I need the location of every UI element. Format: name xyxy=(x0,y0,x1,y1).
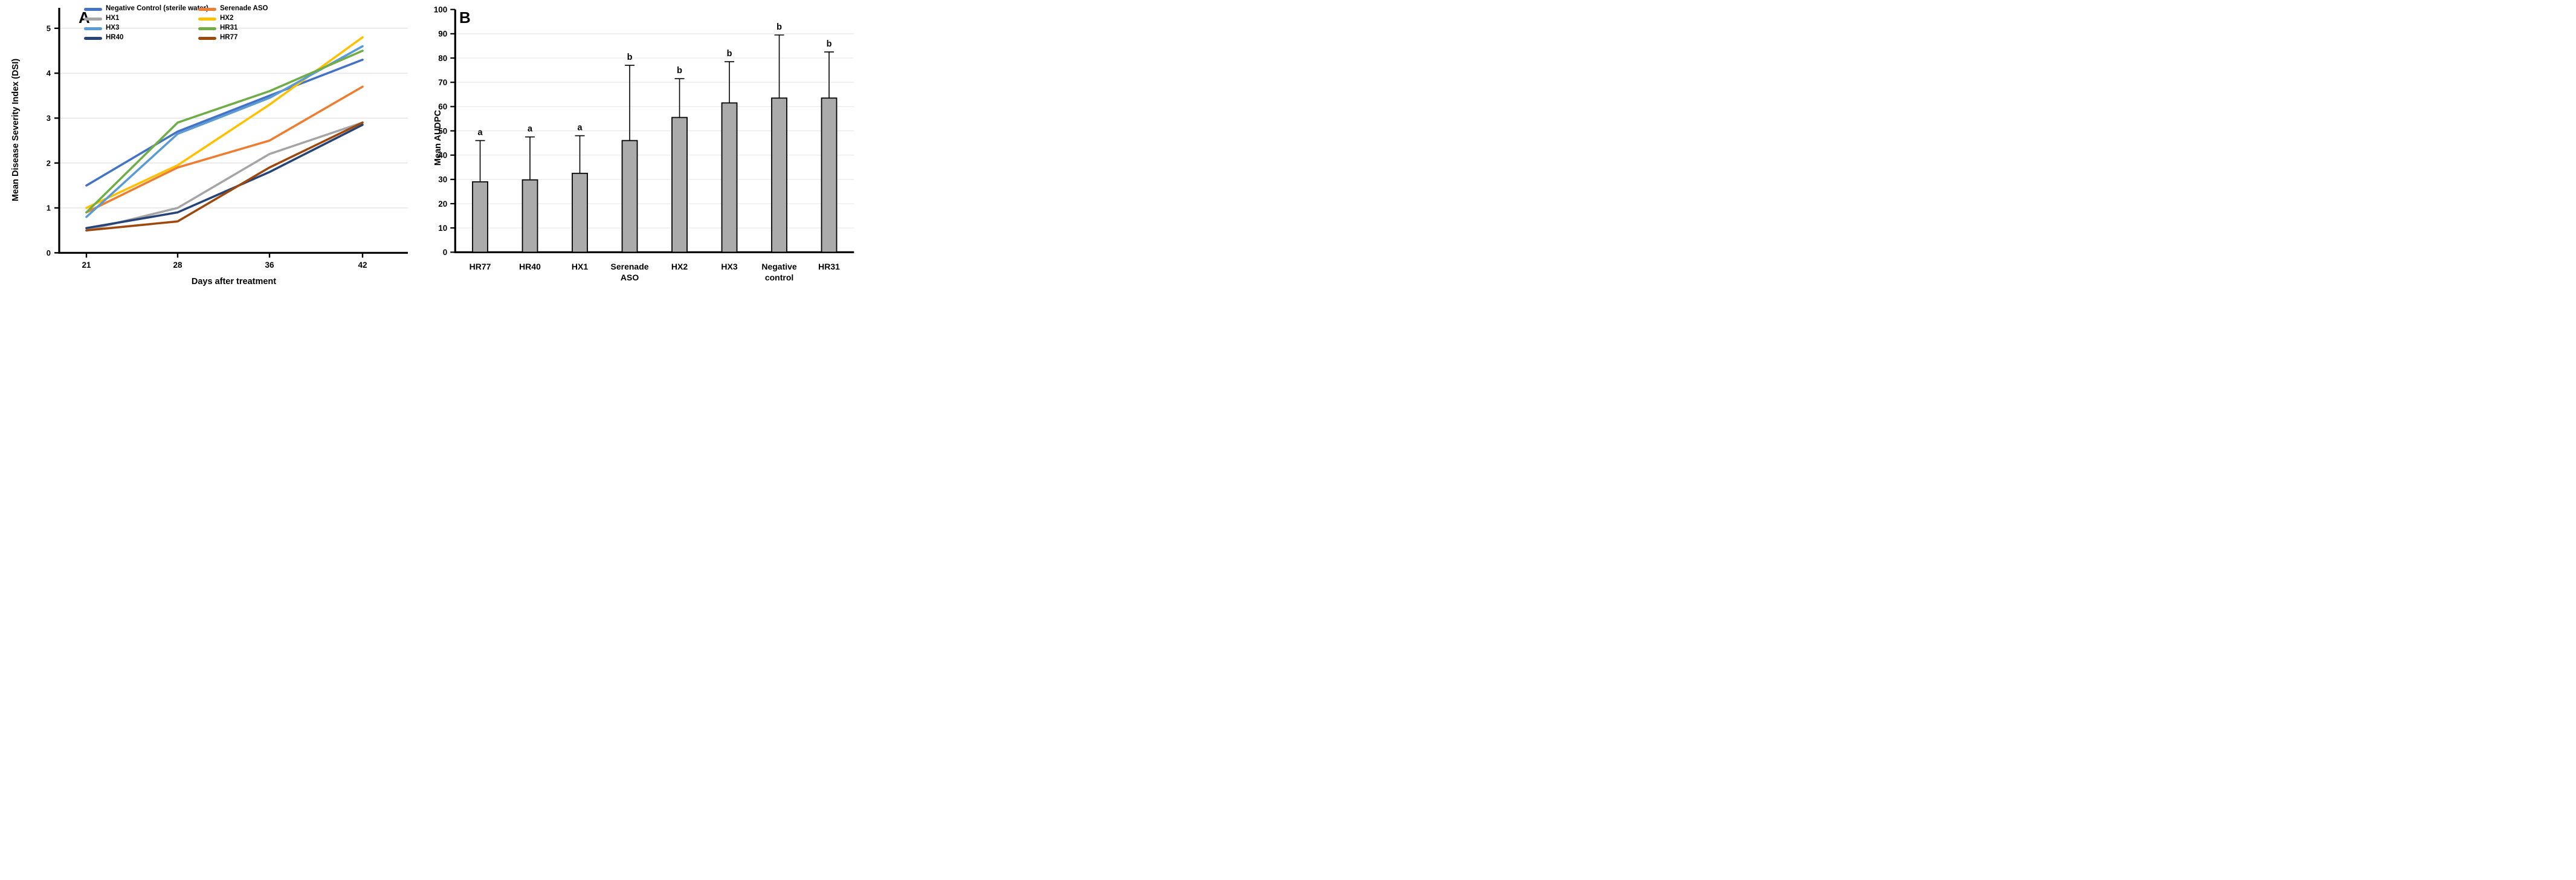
series-line-serenade-aso xyxy=(85,85,364,214)
svg-text:a: a xyxy=(578,123,583,133)
series-line-hr77 xyxy=(85,121,364,232)
panel-a-x-axis-title: Days after treatment xyxy=(191,277,277,286)
panel-b-bar-chart: 0 10 20 30 40 50 60 70 80 90 100 a a a b b b b b HR77 HR40 HX… xyxy=(423,0,859,293)
svg-text:0: 0 xyxy=(443,248,448,257)
panel-b-gridlines xyxy=(455,33,854,228)
bar-hx2 xyxy=(671,117,688,253)
svg-text:50: 50 xyxy=(438,126,447,135)
panel-a-gridlines xyxy=(59,28,408,209)
legend-label: HX3 xyxy=(106,24,120,32)
svg-text:HX3: HX3 xyxy=(721,262,737,271)
svg-text:HX1: HX1 xyxy=(572,262,588,271)
legend-item: HX2 xyxy=(198,15,268,23)
svg-text:a: a xyxy=(478,128,483,138)
series-line-negative-control-sterile-water xyxy=(85,59,364,187)
svg-text:HR31: HR31 xyxy=(818,262,840,271)
legend-label: HX1 xyxy=(106,15,120,22)
svg-text:b: b xyxy=(776,22,782,32)
legend-label: HR77 xyxy=(220,34,238,42)
legend-swatch xyxy=(198,36,216,40)
panel-a-y-axis-title: Mean Disease Severity Index (DSI) xyxy=(11,58,21,202)
legend-label: Serenade ASO xyxy=(220,5,268,13)
legend-item: HX3 xyxy=(84,24,198,33)
series-line-hx2 xyxy=(85,36,364,209)
panel-b-y-axis-title: Mean AUDPC xyxy=(433,109,443,166)
legend-label: Negative Control (sterile water) xyxy=(106,5,208,13)
legend-item: HR31 xyxy=(198,24,268,33)
svg-text:HR40: HR40 xyxy=(519,262,541,271)
svg-text:HR77: HR77 xyxy=(470,262,491,271)
panel-b-letter: B xyxy=(459,8,471,27)
legend-item: HX1 xyxy=(84,15,198,23)
svg-text:100: 100 xyxy=(434,5,448,15)
svg-text:21: 21 xyxy=(82,260,91,270)
svg-text:control: control xyxy=(765,273,793,282)
legend-label: HR40 xyxy=(106,34,124,42)
svg-text:1: 1 xyxy=(47,204,51,213)
legend-item: Negative Control (sterile water) xyxy=(84,5,208,13)
svg-text:10: 10 xyxy=(438,224,447,233)
svg-text:b: b xyxy=(677,66,682,76)
svg-text:a: a xyxy=(528,125,533,134)
panel-a-x-tick-labels: 21 28 36 42 xyxy=(82,260,367,270)
svg-text:4: 4 xyxy=(47,69,51,78)
legend-label: HX2 xyxy=(220,15,234,22)
bar-hr40 xyxy=(521,179,538,253)
panel-b-y-tick-labels: 0 10 20 30 40 50 60 70 80 90 100 xyxy=(434,5,448,257)
svg-text:0: 0 xyxy=(47,248,51,257)
bar-serenade-aso xyxy=(621,140,638,253)
panel-b-error-bars xyxy=(475,34,834,182)
svg-text:70: 70 xyxy=(438,78,447,87)
legend-swatch xyxy=(198,17,216,21)
bar-negative-control xyxy=(771,97,787,253)
svg-text:60: 60 xyxy=(438,102,447,111)
svg-text:b: b xyxy=(627,53,633,62)
svg-text:20: 20 xyxy=(438,199,447,209)
panel-a-plot-area: 0 1 2 3 4 5 21 28 36 42 xyxy=(47,8,408,270)
svg-text:Negative: Negative xyxy=(761,262,797,271)
panel-a-y-tick-labels: 0 1 2 3 4 5 xyxy=(47,24,51,257)
svg-text:42: 42 xyxy=(358,260,367,270)
panel-b-bars xyxy=(472,97,838,253)
panel-b-axes xyxy=(450,8,854,253)
legend-item: HR40 xyxy=(84,34,198,42)
svg-text:ASO: ASO xyxy=(621,273,639,282)
panel-b-sig-letters: a a a b b b b b xyxy=(478,22,832,138)
series-line-hr31 xyxy=(85,50,364,214)
legend-item: HR77 xyxy=(198,34,268,42)
legend-swatch xyxy=(84,27,102,30)
bar-hr77 xyxy=(472,181,488,253)
svg-text:30: 30 xyxy=(438,175,447,184)
panel-a-axes xyxy=(54,8,408,258)
svg-text:2: 2 xyxy=(47,158,51,167)
svg-text:80: 80 xyxy=(438,54,447,63)
bar-hx1 xyxy=(572,172,588,253)
panel-b-plot-area: 0 10 20 30 40 50 60 70 80 90 100 a a a b b b b b HR77 HR40 HX… xyxy=(434,5,854,282)
legend-label: HR31 xyxy=(220,24,238,32)
legend-swatch xyxy=(198,7,216,11)
svg-text:b: b xyxy=(827,39,832,49)
bar-hx3 xyxy=(721,102,738,253)
legend-item: Serenade ASO xyxy=(198,5,268,13)
panel-b-category-labels: HR77 HR40 HX1 Serenade ASO HX2 HX3 Negative cont… xyxy=(470,262,841,282)
legend-swatch xyxy=(84,36,102,40)
svg-text:Serenade: Serenade xyxy=(611,262,649,271)
legend-swatch xyxy=(84,7,102,11)
svg-text:36: 36 xyxy=(265,260,274,270)
svg-text:90: 90 xyxy=(438,30,447,39)
legend-swatch xyxy=(198,27,216,30)
svg-text:28: 28 xyxy=(173,260,182,270)
series-line-hx1 xyxy=(85,121,364,232)
legend-swatch xyxy=(84,17,102,21)
series-line-hr40 xyxy=(85,123,364,230)
svg-text:b: b xyxy=(727,49,732,59)
svg-text:40: 40 xyxy=(438,150,447,160)
svg-text:3: 3 xyxy=(47,114,51,123)
panel-a-legend: Negative Control (sterile water) Serenade… xyxy=(84,5,268,42)
svg-text:5: 5 xyxy=(47,24,51,33)
svg-text:HX2: HX2 xyxy=(671,262,688,271)
bar-hr31 xyxy=(821,97,838,253)
